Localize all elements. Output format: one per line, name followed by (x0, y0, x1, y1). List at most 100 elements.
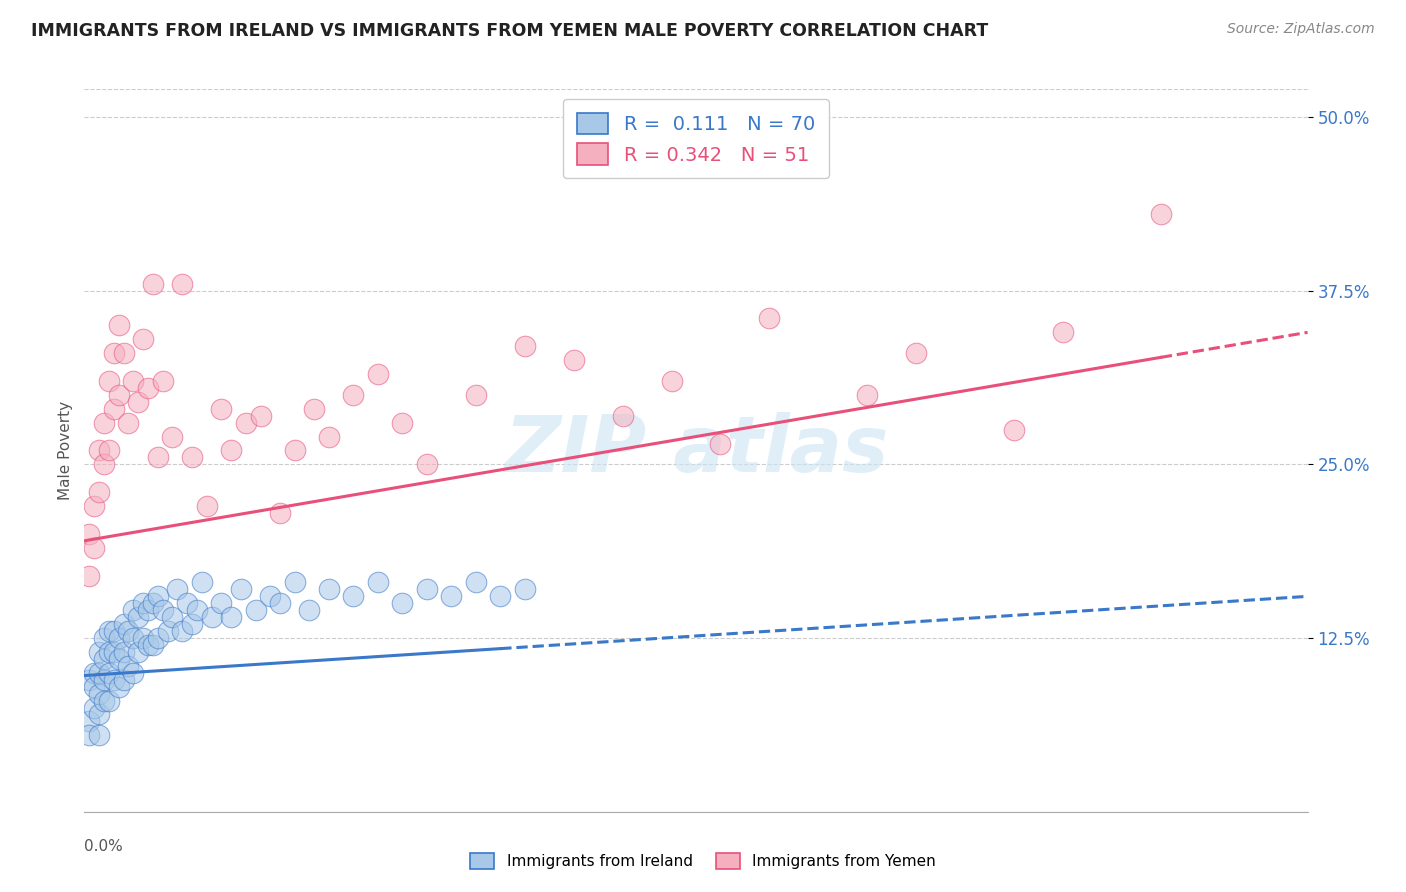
Point (391, 596, 413, 610)
Point (93, 631, 115, 645)
Point (172, 277, 194, 291)
Point (103, 624, 125, 639)
Point (142, 277, 165, 291)
Point (112, 645, 135, 659)
Point (152, 603, 174, 617)
Point (166, 582, 188, 597)
Point (513, 582, 536, 597)
Point (209, 596, 232, 610)
Point (117, 416, 139, 430)
Point (367, 367, 389, 381)
Point (83, 700, 105, 714)
Point (269, 506, 291, 520)
Point (132, 631, 155, 645)
Point (103, 645, 125, 659)
Point (304, 401, 326, 416)
Point (107, 631, 129, 645)
Point (1052, 326, 1074, 340)
Point (209, 401, 232, 416)
Point (142, 596, 165, 610)
Legend: R =  0.111   N = 70, R = 0.342   N = 51: R = 0.111 N = 70, R = 0.342 N = 51 (564, 99, 828, 178)
Point (342, 590, 364, 604)
Point (103, 346, 125, 360)
Point (87, 485, 110, 500)
Point (219, 443, 242, 458)
Point (612, 409, 634, 423)
Y-axis label: Male Poverty: Male Poverty (58, 401, 73, 500)
Point (269, 596, 291, 610)
Point (235, 416, 257, 430)
Point (127, 645, 149, 659)
Point (93, 652, 115, 666)
Point (181, 450, 204, 465)
Point (440, 590, 463, 604)
Point (77, 714, 100, 729)
Point (661, 374, 683, 388)
Point (367, 575, 389, 590)
Point (112, 346, 135, 360)
Point (284, 443, 307, 458)
Point (416, 582, 439, 597)
Point (758, 311, 780, 326)
Point (77, 526, 100, 541)
Point (259, 590, 281, 604)
Point (146, 450, 169, 465)
Point (127, 394, 149, 409)
Point (195, 499, 218, 513)
Point (83, 541, 105, 555)
Text: 0.0%: 0.0% (84, 839, 124, 855)
Point (87, 665, 110, 680)
Point (298, 603, 321, 617)
Point (229, 582, 252, 597)
Point (117, 624, 139, 639)
Point (87, 707, 110, 722)
Point (83, 680, 105, 694)
Text: ZIP atlas: ZIP atlas (503, 412, 889, 489)
Point (83, 665, 105, 680)
Point (93, 458, 115, 472)
Point (122, 631, 145, 645)
Point (152, 374, 174, 388)
Point (93, 416, 115, 430)
Point (284, 575, 307, 590)
Point (391, 416, 413, 430)
Point (77, 568, 100, 582)
Text: Source: ZipAtlas.com: Source: ZipAtlas.com (1227, 22, 1375, 37)
Point (112, 617, 135, 632)
Point (103, 673, 125, 687)
Point (156, 624, 179, 639)
Point (93, 673, 115, 687)
Point (318, 582, 340, 597)
Point (172, 624, 194, 639)
Point (93, 693, 115, 707)
Point (162, 610, 184, 624)
Point (709, 436, 731, 450)
Point (489, 590, 512, 604)
Point (342, 388, 364, 402)
Point (97, 665, 120, 680)
Point (107, 680, 129, 694)
Point (103, 401, 125, 416)
Point (97, 693, 120, 707)
Point (83, 499, 105, 513)
Point (97, 374, 120, 388)
Text: IMMIGRANTS FROM IRELAND VS IMMIGRANTS FROM YEMEN MALE POVERTY CORRELATION CHART: IMMIGRANTS FROM IRELAND VS IMMIGRANTS FR… (31, 22, 988, 40)
Point (249, 409, 271, 423)
Point (186, 603, 208, 617)
Point (513, 339, 536, 353)
Point (181, 617, 204, 632)
Point (162, 429, 184, 443)
Point (112, 673, 135, 687)
Point (856, 388, 879, 402)
Point (87, 687, 110, 701)
Point (97, 443, 120, 458)
Point (176, 596, 198, 610)
Point (127, 610, 149, 624)
Point (219, 610, 242, 624)
Point (107, 652, 129, 666)
Point (132, 332, 155, 346)
Point (87, 443, 110, 458)
Point (77, 673, 100, 687)
Point (136, 381, 159, 395)
Point (146, 631, 169, 645)
